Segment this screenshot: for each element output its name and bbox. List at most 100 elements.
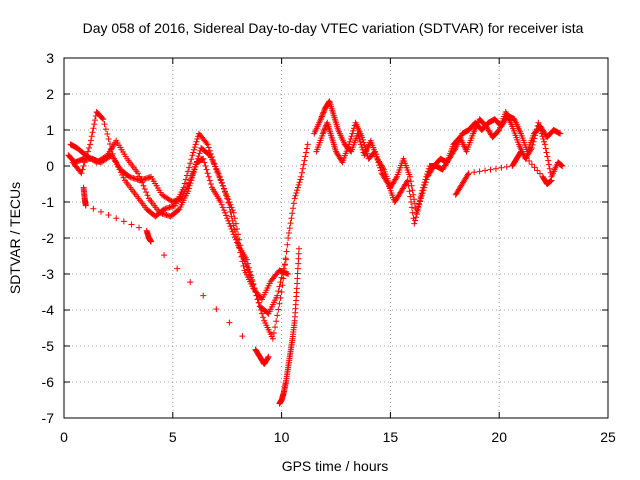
data-point	[464, 171, 471, 178]
data-point	[242, 261, 249, 268]
data-point	[413, 211, 420, 218]
data-point	[359, 136, 366, 143]
data-point	[113, 215, 120, 222]
data-point	[227, 223, 234, 230]
data-point	[534, 167, 541, 174]
data-point	[419, 190, 426, 196]
data-point	[92, 117, 99, 124]
y-tick-label: 2	[46, 86, 54, 102]
data-point	[204, 141, 211, 148]
data-point	[84, 148, 91, 155]
data-point	[83, 152, 90, 159]
data-point	[409, 187, 416, 194]
data-point	[218, 180, 225, 187]
data-point	[279, 270, 286, 277]
data-point	[417, 195, 424, 202]
data-point	[120, 218, 127, 225]
data-point	[253, 292, 260, 299]
data-point	[115, 163, 122, 170]
data-point	[293, 190, 300, 196]
data-point	[537, 127, 544, 134]
data-point	[211, 160, 218, 167]
data-point	[185, 185, 192, 192]
data-point	[117, 169, 124, 176]
data-point	[532, 129, 539, 136]
data-point	[360, 139, 367, 146]
data-point	[372, 151, 379, 158]
data-point	[492, 165, 499, 172]
data-point	[81, 159, 88, 166]
data-point	[275, 288, 282, 295]
data-point	[276, 300, 283, 307]
data-point	[407, 193, 414, 200]
data-point	[244, 266, 251, 273]
data-point	[79, 166, 86, 173]
data-point	[545, 157, 552, 164]
data-point	[213, 306, 220, 313]
data-point	[541, 141, 548, 148]
data-point	[249, 278, 256, 285]
data-point	[528, 161, 535, 168]
data-point	[239, 253, 246, 259]
x-tick-label: 15	[383, 429, 399, 445]
data-point	[384, 179, 391, 186]
data-point	[174, 265, 181, 272]
data-point	[226, 199, 233, 205]
data-point	[529, 141, 536, 148]
data-point	[406, 173, 413, 180]
data-point	[100, 116, 107, 123]
data-point	[304, 141, 311, 148]
data-point	[487, 166, 494, 173]
data-point	[113, 161, 120, 168]
data-point	[531, 164, 538, 171]
data-point	[278, 274, 285, 281]
data-point	[300, 161, 307, 168]
data-point	[183, 172, 190, 179]
data-point	[374, 156, 381, 163]
data-point	[205, 173, 212, 180]
x-tick-label: 5	[169, 429, 177, 445]
data-point	[99, 115, 106, 122]
data-point	[80, 163, 87, 169]
data-point	[193, 138, 200, 145]
data-point	[90, 125, 97, 132]
data-point	[217, 199, 224, 205]
data-point	[535, 119, 542, 126]
data-point	[274, 312, 281, 319]
data-point	[204, 170, 211, 177]
data-point	[193, 161, 200, 168]
data-point	[191, 166, 198, 173]
data-point	[393, 175, 400, 182]
data-point	[212, 163, 219, 170]
data-point	[286, 225, 293, 232]
data-point	[364, 150, 371, 157]
y-tick-label: -3	[42, 266, 55, 282]
data-point	[320, 109, 327, 116]
data-point	[181, 180, 188, 187]
data-point	[250, 281, 257, 288]
data-point	[276, 283, 283, 290]
data-point	[526, 158, 533, 165]
data-point	[230, 209, 237, 216]
data-point	[87, 137, 94, 144]
data-point	[232, 220, 239, 227]
data-point	[548, 177, 555, 184]
data-point	[540, 136, 547, 142]
data-point	[186, 182, 193, 189]
data-point	[289, 210, 296, 217]
data-points	[65, 98, 566, 407]
x-tick-label: 20	[491, 429, 507, 445]
data-point	[245, 269, 252, 276]
data-point	[294, 184, 301, 191]
data-point	[112, 158, 119, 165]
data-point	[421, 181, 428, 188]
x-tick-label: 10	[274, 429, 290, 445]
data-point	[420, 187, 427, 194]
data-point	[373, 154, 380, 160]
data-point	[206, 147, 213, 154]
data-point	[252, 289, 259, 295]
data-point	[88, 133, 95, 140]
data-point	[136, 224, 143, 231]
data-point	[408, 199, 415, 205]
